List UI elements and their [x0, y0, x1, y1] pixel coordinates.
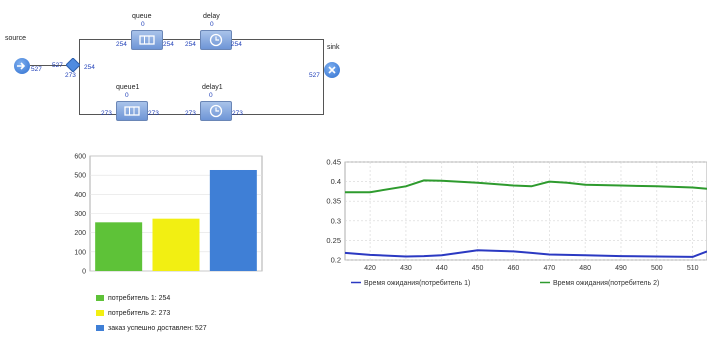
queue-icon — [139, 35, 155, 45]
series-line — [344, 249, 707, 258]
queue1-block[interactable] — [116, 101, 148, 121]
queue1-label: queue1 — [116, 84, 140, 91]
x-tick-label: 430 — [400, 265, 412, 272]
queue-icon — [124, 106, 140, 116]
legend-item: потребитель 2: 273 — [96, 310, 170, 317]
bar — [209, 169, 257, 271]
y-tick-label: 400 — [74, 192, 86, 199]
bar — [95, 222, 143, 271]
select-output-block[interactable] — [65, 57, 81, 73]
delay1-in-count: 273 — [185, 110, 196, 117]
legend-swatch — [96, 295, 104, 302]
queue-count: 0 — [141, 21, 145, 28]
queue-label: queue — [132, 13, 152, 20]
source-block[interactable] — [14, 58, 30, 74]
clock-icon — [209, 104, 223, 118]
x-tick-label: 420 — [364, 265, 376, 272]
y-tick-label: 100 — [74, 249, 86, 256]
line-chart: 0.2 0.25 0.3 0.35 0.4 0.45 420 430 440 450 460 470 4… — [315, 155, 707, 295]
delay-count: 0 — [210, 21, 214, 28]
y-tick-label: 200 — [74, 230, 86, 237]
connector — [30, 65, 68, 66]
select-in-count: 527 — [52, 62, 63, 69]
delay-block[interactable] — [200, 30, 232, 50]
x-tick-label: 510 — [687, 265, 699, 272]
legend-item: заказ успешно доставлен: 527 — [96, 325, 207, 332]
legend-swatch — [96, 310, 104, 317]
legend-item: потребитель 1: 254 — [96, 295, 170, 302]
connector — [323, 39, 324, 115]
diamond-icon — [65, 57, 81, 73]
bar-chart-svg: 0 100 200 300 400 500 600 — [74, 154, 263, 276]
series-line — [345, 179, 707, 194]
line-chart-svg: 0.2 0.25 0.3 0.35 0.4 0.45 420 430 440 450 460 470 4… — [326, 158, 707, 287]
x-tick-label: 440 — [436, 265, 448, 272]
sink-in-count: 527 — [309, 72, 320, 79]
delay1-label: delay1 — [202, 84, 223, 91]
source-label: source — [5, 35, 27, 42]
y-tick-label: 0.4 — [331, 177, 341, 186]
x-tick-label: 460 — [508, 265, 520, 272]
select-out-bottom-count: 273 — [65, 72, 76, 79]
delay-in-count: 254 — [185, 41, 196, 48]
queue1-count: 0 — [125, 92, 129, 99]
legend-label: потребитель 2: 273 — [108, 310, 171, 317]
delay-label: delay — [203, 13, 220, 20]
bar — [152, 218, 200, 271]
legend-label: Время ожидания(потребитель 2) — [553, 279, 659, 287]
arrow-in-icon — [17, 62, 26, 70]
y-tick-label: 0.35 — [326, 197, 341, 206]
source-out-count: 527 — [31, 66, 42, 73]
queue-in-count: 254 — [116, 41, 127, 48]
y-tick-label: 500 — [74, 173, 86, 180]
connector — [79, 39, 80, 115]
y-tick-label: 0.3 — [331, 216, 341, 225]
queue1-out-count: 273 — [148, 110, 159, 117]
queue1-in-count: 273 — [101, 110, 112, 117]
y-tick-label: 600 — [74, 154, 86, 161]
x-tick-label: 500 — [651, 265, 663, 272]
y-tick-label: 0.25 — [326, 236, 341, 245]
delay1-block[interactable] — [200, 101, 232, 121]
x-tick-label: 470 — [543, 265, 555, 272]
legend-swatch — [96, 325, 104, 332]
plot-area — [344, 161, 707, 261]
queue-block[interactable] — [131, 30, 163, 50]
sink-label: sink — [327, 44, 340, 51]
bar-chart: 0 100 200 300 400 500 600 — [60, 148, 270, 278]
legend-label: потребитель 1: 254 — [108, 295, 171, 302]
sink-block[interactable] — [324, 62, 340, 78]
delay1-out-count: 273 — [232, 110, 243, 117]
select-out-top-count: 254 — [84, 64, 95, 71]
clock-icon — [209, 33, 223, 47]
y-tick-label: 0 — [82, 269, 86, 276]
delay-out-count: 254 — [231, 41, 242, 48]
legend-label: Время ожидания(потребитель 1) — [364, 279, 470, 287]
x-tick-label: 490 — [615, 265, 627, 272]
delay1-count: 0 — [209, 92, 213, 99]
legend-label: заказ успешно доставлен: 527 — [108, 325, 207, 332]
y-tick-label: 0.45 — [326, 158, 341, 167]
x-tick-label: 480 — [579, 265, 591, 272]
y-tick-label: 300 — [74, 211, 86, 218]
process-model: source 527 527 254 273 queue 0 254 254 d… — [0, 0, 360, 125]
queue-out-count: 254 — [163, 41, 174, 48]
x-tick-label: 450 — [472, 265, 484, 272]
y-tick-label: 0.2 — [331, 256, 341, 265]
close-icon — [328, 66, 336, 74]
